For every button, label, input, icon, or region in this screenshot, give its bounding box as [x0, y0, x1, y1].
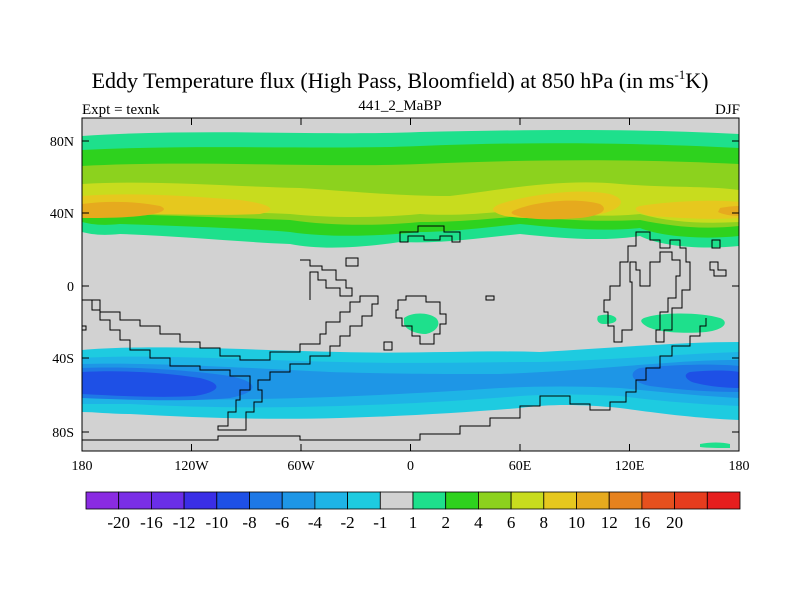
- coastline-south-america: [82, 295, 379, 431]
- colorbar-swatch: [576, 491, 610, 510]
- colorbar-label: 4: [474, 513, 483, 532]
- map-field: [82, 118, 739, 451]
- colorbar-label: -6: [275, 513, 289, 532]
- y-tick-label: 40N: [50, 207, 74, 222]
- colorbar-swatch: [249, 491, 283, 510]
- sh-contour-4: [82, 364, 739, 401]
- y-axis: 80N 40N 0 40S 80S: [50, 135, 739, 441]
- colorbar-swatch: [281, 491, 316, 510]
- colorbar-label: 6: [507, 513, 516, 532]
- coastline-asia-australia: [603, 231, 691, 343]
- tropical-patch-indonesia: [597, 314, 617, 324]
- colorbar-swatch: [445, 491, 479, 510]
- y-tick-label: 80S: [52, 426, 74, 441]
- colorbar-label: 20: [666, 513, 683, 532]
- colorbar-label: -2: [341, 513, 355, 532]
- colorbar-label: -12: [173, 513, 196, 532]
- tropical-patch-africa: [404, 313, 439, 334]
- colorbar-label: 16: [633, 513, 650, 532]
- colorbar-swatch: [118, 491, 152, 510]
- colorbar-swatch: [543, 491, 577, 510]
- season-label: DJF: [714, 102, 740, 118]
- colorbar-swatch: [641, 491, 676, 510]
- sh-contour-5: [82, 370, 739, 397]
- colorbar-swatch: [608, 491, 643, 510]
- colorbar-label: -4: [308, 513, 323, 532]
- x-tick-label: 180: [72, 459, 93, 474]
- x-axis: 180 120W 60W 0 60E 120E 180: [72, 118, 750, 474]
- polar-patch-south: [700, 442, 730, 448]
- y-tick-label: 40S: [52, 352, 74, 367]
- colorbar-swatch: [706, 491, 741, 510]
- run-label: 441_2_MaBP: [358, 98, 442, 114]
- colorbar-swatch: [674, 491, 708, 510]
- colorbar-swatch: [477, 491, 512, 510]
- coastline-europe-africa: [383, 225, 461, 351]
- experiment-label: Expt = texnk: [82, 102, 160, 118]
- coastline-antarctica: [82, 318, 707, 441]
- x-tick-label: 60W: [287, 459, 315, 474]
- x-tick-label: 60E: [509, 459, 532, 474]
- x-tick-label: 0: [407, 459, 414, 474]
- x-tick-label: 180: [729, 459, 750, 474]
- y-tick-label: 0: [67, 280, 74, 295]
- colorbar-swatch: [85, 491, 120, 510]
- colorbar-label: -8: [242, 513, 256, 532]
- colorbar-swatch: [412, 491, 447, 510]
- nh-contour-6: [82, 200, 739, 220]
- x-tick-label: 120E: [615, 459, 645, 474]
- coastline-central-america: [300, 259, 353, 300]
- colorbar-swatch: [347, 491, 381, 510]
- colorbar-swatch: [216, 491, 250, 510]
- colorbar-swatch: [183, 491, 218, 510]
- colorbar-swatch: [314, 491, 348, 510]
- colorbar-swatch: [379, 491, 414, 510]
- tropical-patch-pacific: [641, 313, 725, 333]
- colorbar-swatch: [150, 491, 185, 510]
- coastlines: [82, 225, 727, 441]
- colorbar-label: 2: [441, 513, 450, 532]
- colorbar-label: -20: [107, 513, 130, 532]
- colorbar-label: -16: [140, 513, 163, 532]
- colorbar-label: -10: [205, 513, 228, 532]
- colorbar-swatch: [510, 491, 545, 510]
- colorbar-label: 10: [568, 513, 585, 532]
- colorbar-label: 8: [540, 513, 549, 532]
- colorbar-label: 1: [409, 513, 418, 532]
- colorbar-label: 12: [601, 513, 618, 532]
- plot-title: Eddy Temperature flux (High Pass, Bloomf…: [91, 67, 709, 93]
- colorbar: -20 -16 -12 -10 -8 -6 -4 -2 -1 1 2 4 6 8 10 12 16 20: [85, 491, 741, 532]
- x-tick-label: 120W: [174, 459, 209, 474]
- colorbar-label: -1: [373, 513, 387, 532]
- y-tick-label: 80N: [50, 135, 74, 150]
- coastline-islands: [82, 239, 727, 331]
